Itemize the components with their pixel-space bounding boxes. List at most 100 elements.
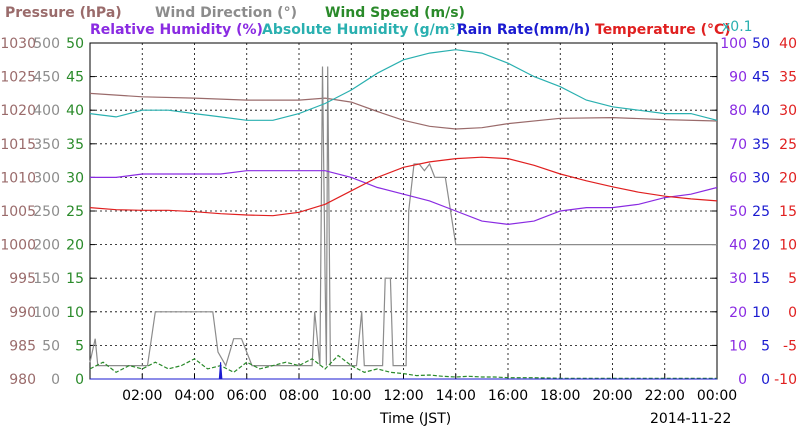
legend-pressure: Pressure (hPa) (5, 5, 122, 21)
pressure-tick-label: 990 (9, 305, 36, 321)
wind-direction-tick-label: 200 (33, 238, 60, 254)
legend-wind-direction: Wind Direction (°) (155, 5, 297, 21)
temperature-tick-label: 10 (779, 238, 797, 254)
rain-rate-tick-label: 25 (752, 204, 770, 220)
wind-speed-tick-label: 15 (66, 271, 84, 287)
x-axis-label: Time (JST) (379, 411, 451, 427)
legend-temperature: Temperature (°C) (595, 22, 731, 38)
wind-direction-tick-label: 400 (33, 103, 60, 119)
series-relative-humidity (90, 170, 718, 226)
wind-speed-tick-label: 50 (66, 36, 84, 52)
x-tick-label: 06:00 (227, 388, 267, 404)
x-tick-label: 02:00 (122, 388, 162, 404)
absolute-humidity-scale-note: x0.1 (722, 19, 753, 35)
humidity-tick-label: 90 (729, 70, 747, 86)
x-tick-label: 20:00 (592, 388, 632, 404)
x-tick-label: 10:00 (331, 388, 371, 404)
rain-rate-tick-label: 0 (761, 372, 770, 388)
humidity-tick-label: 0 (738, 372, 747, 388)
series-wind-direction (89, 66, 717, 368)
wind-speed-tick-label: 5 (75, 338, 84, 354)
rain-rate-tick-label: 5 (761, 338, 770, 354)
x-tick-label: 12:00 (383, 388, 423, 404)
temperature-tick-label: 0 (788, 305, 797, 321)
x-tick-label: 22:00 (645, 388, 685, 404)
rain-rate-tick-label: 35 (752, 137, 770, 153)
wind-direction-tick-label: 150 (33, 271, 60, 287)
temperature-tick-label: 25 (779, 137, 797, 153)
legend-rain-rate: Rain Rate(mm/h) (457, 22, 590, 38)
grid (90, 43, 717, 379)
pressure-tick-label: 980 (9, 372, 36, 388)
humidity-tick-label: 100 (720, 36, 747, 52)
wind-direction-tick-label: 450 (33, 70, 60, 86)
series-layer (89, 49, 718, 380)
legend-wind-speed: Wind Speed (m/s) (325, 5, 465, 21)
wind-speed-tick-label: 20 (66, 238, 84, 254)
right-axes: 1009080706050403020100504540353025201510… (712, 36, 797, 388)
rain-rate-tick-label: 20 (752, 238, 770, 254)
x-tick-label: 04:00 (174, 388, 214, 404)
pressure-tick-label: 1005 (0, 204, 36, 220)
pressure-tick-label: 985 (9, 338, 36, 354)
wind-direction-tick-label: 100 (33, 305, 60, 321)
wind-speed-tick-label: 35 (66, 137, 84, 153)
rain-rate-tick-label: 50 (752, 36, 770, 52)
date-label: 2014-11-22 (650, 411, 731, 427)
left-axes: 1030102510201015101010051000995990985980… (0, 36, 95, 388)
humidity-tick-label: 10 (729, 338, 747, 354)
wind-direction-tick-label: 350 (33, 137, 60, 153)
pressure-tick-label: 1025 (0, 70, 36, 86)
rain-rate-tick-label: 40 (752, 103, 770, 119)
wind-speed-tick-label: 10 (66, 305, 84, 321)
wind-direction-tick-label: 0 (51, 372, 60, 388)
humidity-tick-label: 60 (729, 170, 747, 186)
rain-rate-tick-label: 30 (752, 170, 770, 186)
pressure-tick-label: 1020 (0, 103, 36, 119)
rain-rate-tick-label: 15 (752, 271, 770, 287)
wind-direction-tick-label: 500 (33, 36, 60, 52)
temperature-tick-label: 15 (779, 204, 797, 220)
x-tick-label: 00:00 (697, 388, 737, 404)
humidity-tick-label: 40 (729, 238, 747, 254)
legend-relative-humidity: Relative Humidity (%) (90, 22, 263, 38)
wind-speed-tick-label: 25 (66, 204, 84, 220)
wind-speed-tick-label: 30 (66, 170, 84, 186)
x-axis: 02:00 04:00 06:00 08:00 10:00 12:00 14:00 16:00… (122, 374, 737, 404)
wind-speed-tick-label: 45 (66, 70, 84, 86)
humidity-tick-label: 20 (729, 305, 747, 321)
humidity-tick-label: 70 (729, 137, 747, 153)
temperature-tick-label: 35 (779, 70, 797, 86)
x-tick-label: 08:00 (279, 388, 319, 404)
pressure-tick-label: 995 (9, 271, 36, 287)
rain-rate-tick-label: 45 (752, 70, 770, 86)
x-tick-label: 16:00 (488, 388, 528, 404)
temperature-tick-label: -10 (774, 372, 797, 388)
series-temperature-c (89, 156, 718, 217)
x-tick-label: 18:00 (540, 388, 580, 404)
temperature-tick-label: 40 (779, 36, 797, 52)
humidity-tick-label: 80 (729, 103, 747, 119)
wind-direction-tick-label: 250 (33, 204, 60, 220)
pressure-tick-label: 1010 (0, 170, 36, 186)
wind-direction-tick-label: 50 (42, 338, 60, 354)
temperature-tick-label: -5 (783, 338, 797, 354)
series-absolute-humidity-g-m (89, 49, 718, 121)
humidity-tick-label: 30 (729, 271, 747, 287)
rain-rate-tick-label: 10 (752, 305, 770, 321)
wind-speed-tick-label: 40 (66, 103, 84, 119)
x-tick-label: 14:00 (436, 388, 476, 404)
temperature-tick-label: 30 (779, 103, 797, 119)
series-pressure-hpa (89, 92, 718, 130)
temperature-tick-label: 20 (779, 170, 797, 186)
humidity-tick-label: 50 (729, 204, 747, 220)
wind-direction-tick-label: 300 (33, 170, 60, 186)
pressure-tick-label: 1015 (0, 137, 36, 153)
wind-speed-tick-label: 0 (75, 372, 84, 388)
temperature-tick-label: 5 (788, 271, 797, 287)
series-rain-rate-mm-h (90, 362, 717, 380)
pressure-tick-label: 1000 (0, 238, 36, 254)
pressure-tick-label: 1030 (0, 36, 36, 52)
series-wind-speed-m-s (89, 354, 717, 379)
